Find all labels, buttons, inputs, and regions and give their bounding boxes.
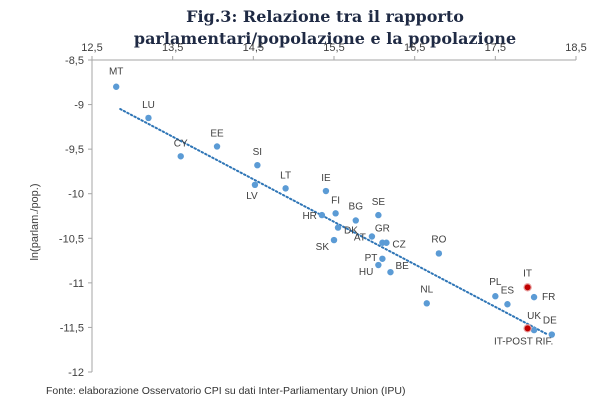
point-label-ro: RO [431,234,446,245]
point-label-sk: SK [316,242,330,253]
data-point-be [387,268,394,276]
data-point-fi [332,210,339,217]
point-label-dk: DK [344,226,358,237]
point-label-si: SI [253,147,262,158]
data-point-ee [213,143,221,150]
data-point-hu [375,261,382,269]
point-label-gr: GR [375,224,390,235]
data-point-si [254,161,261,169]
point-label-lv: LV [246,191,258,202]
chart-title-line1: Fig.3: Relazione tra il rapporto [186,7,464,26]
source-note: Fonte: elaborazione Osservatorio CPI su … [46,385,406,397]
point-label-be: BE [395,261,409,272]
point-label-lt: LT [280,170,291,181]
point-label-bg: BG [349,201,364,212]
y-tick-label: -11 [69,278,84,290]
data-point-sk [330,236,338,244]
data-point-lt [282,185,289,192]
point-label-se: SE [372,197,386,208]
point-label-cy: CY [174,138,188,149]
data-point-cy [177,153,184,160]
x-tick-label: 17,5 [485,42,506,54]
point-label-nl: NL [420,284,433,295]
y-tick-label: -10,5 [59,233,84,245]
point-label-uk: UK [527,311,541,322]
chart-axes: 12,5 13,5 14,5 15,5 16,5 17,5 18,5 -8,5 -9 -9,5 -1… [59,42,587,379]
point-label-de: DE [543,316,557,327]
x-tick-label: 18,5 [565,42,586,54]
x-tick-label: 16,5 [404,42,425,54]
x-tick-label: 15,5 [323,42,344,54]
data-point-es [504,301,511,308]
point-label-ee: EE [210,128,224,139]
data-point-at [368,233,376,240]
data-point-ro [435,250,443,257]
point-label-at: AT [354,233,366,244]
point-label-it: IT [523,268,532,279]
point-label-pl: PL [489,277,502,288]
data-point-ie [322,187,330,195]
y-tick-label: -9 [74,100,84,112]
y-axis-label: ln(parlam./pop.) [29,183,41,260]
data-point-hr [318,211,326,219]
data-point-cz [383,239,390,246]
chart-title-line2: parlamentari/popolazione e la popolazion… [133,29,517,48]
data-point-it-post-rif [523,324,532,333]
point-label-cz: CZ [392,240,405,251]
trendline [119,108,549,336]
x-tick-label: 12,5 [81,42,102,54]
data-point-se [375,211,382,219]
data-point-it [523,283,532,292]
point-label-ie: IE [321,173,331,184]
trendline-group [119,108,549,336]
data-point-nl [423,300,430,307]
data-point-fr [530,293,538,301]
point-label-pt: PT [365,253,378,264]
data-point-bg [352,217,359,224]
data-point-dk [334,224,342,231]
data-points [113,83,555,338]
point-label-fr: FR [542,292,555,303]
y-tick-label: -8,5 [65,55,84,67]
point-label-mt: MT [109,67,123,78]
data-point-lv [251,181,259,188]
data-point-de [548,331,555,338]
chart-title: Fig.3: Relazione tra il rapporto parlame… [100,6,550,50]
x-tick-label: 14,5 [243,42,264,54]
data-point-lu [145,114,152,122]
point-label-it-post-rif: IT-POST RIF. [494,336,553,347]
data-point-uk [530,326,538,334]
data-point-mt [113,83,120,90]
point-label-hu: HU [359,267,373,278]
y-tick-label: -9,5 [65,144,84,156]
point-label-es: ES [501,285,515,296]
data-point-pl [492,293,499,300]
point-label-lu: LU [142,100,155,111]
point-label-hr: HR [302,211,316,222]
y-tick-label: -12 [68,367,84,379]
point-label-fi: FI [331,195,340,206]
y-tick-label: -10 [68,189,84,201]
data-point-pt [379,255,386,262]
y-tick-label: -11,5 [60,322,84,334]
x-tick-label: 13,5 [162,42,183,54]
